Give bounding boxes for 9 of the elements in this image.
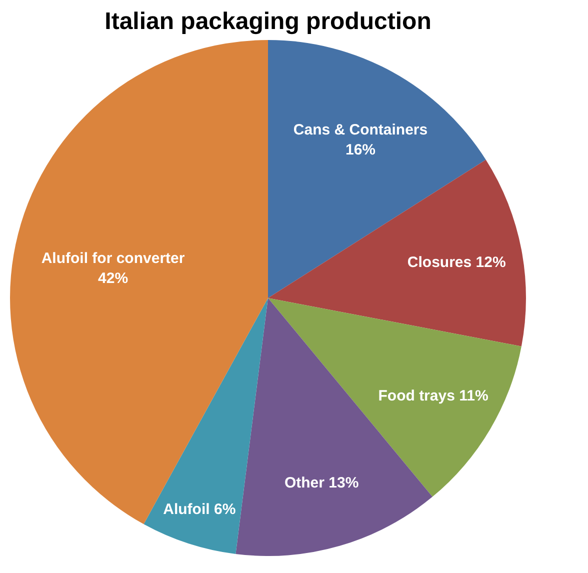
data-label: 42% [98,270,128,288]
slice-label: Food trays 11% [378,388,488,405]
slice-label: Closures 12% [407,254,506,272]
slice-label: Alufoil for converter [41,250,185,268]
slice-label: Other 13% [284,474,359,492]
data-label: 16% [345,142,376,159]
chart-title: Italian packaging production [104,8,432,35]
slice-label: Alufoil 6% [163,501,236,518]
slice-label: Cans & Containers [293,122,428,139]
